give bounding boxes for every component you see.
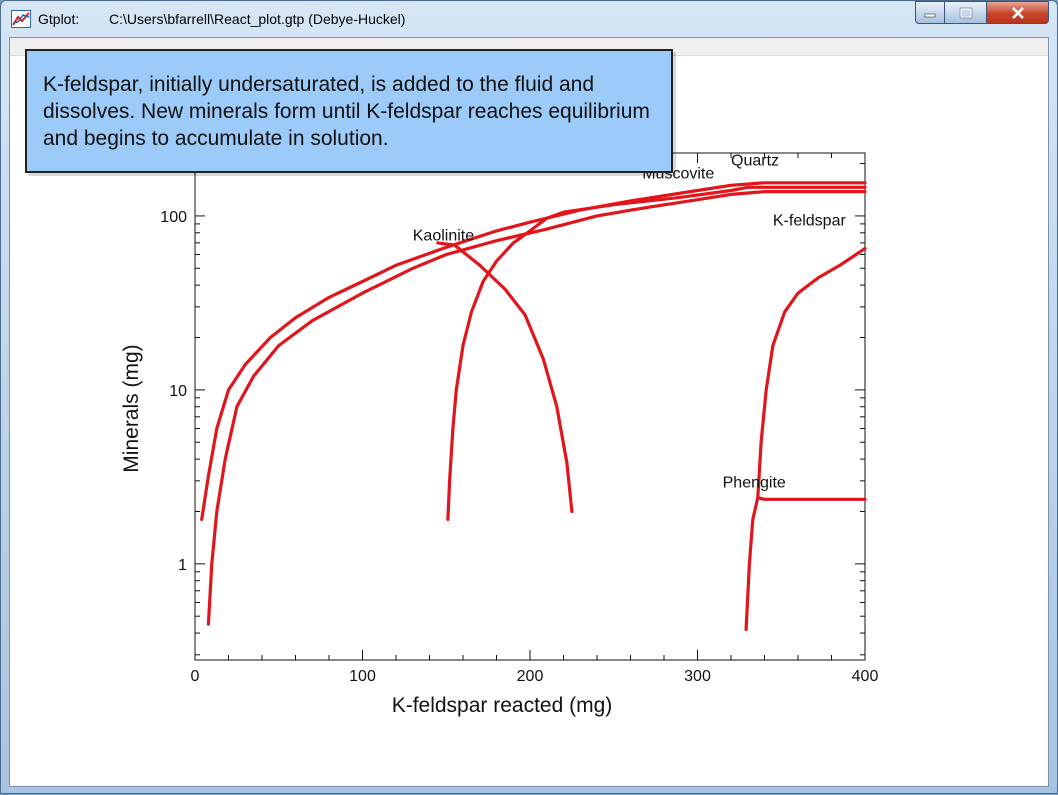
gtplot-app-icon bbox=[11, 10, 31, 28]
series-label-kaolinite: Kaolinite bbox=[413, 228, 474, 245]
series-label-k-feldspar: K-feldspar bbox=[773, 213, 847, 230]
window-app-name: Gtplot: bbox=[38, 11, 80, 27]
y-tick-label: 100 bbox=[160, 209, 187, 226]
y-tick-label: 10 bbox=[169, 383, 187, 400]
series-line-phengite bbox=[756, 496, 867, 501]
x-tick-label: 100 bbox=[349, 668, 376, 685]
minimize-icon bbox=[924, 13, 936, 17]
series-label-quartz: Quartz bbox=[731, 152, 779, 169]
minimize-button[interactable] bbox=[915, 1, 945, 24]
series-line-kaolinite bbox=[206, 190, 867, 626]
series-line-quartz bbox=[200, 181, 867, 522]
annotation-callout: K-feldspar, initially undersaturated, is… bbox=[25, 49, 673, 173]
window-title: C:\Users\bfarrell\React_plot.gtp (Debye-… bbox=[109, 11, 406, 27]
x-tick-label: 200 bbox=[517, 668, 544, 685]
series-line-k-feldspar bbox=[744, 246, 867, 632]
series-label-phengite: Phengite bbox=[723, 474, 786, 491]
title-bar[interactable]: Gtplot: C:\Users\bfarrell\React_plot.gtp… bbox=[1, 1, 1057, 37]
x-axis-title: K-feldspar reacted (mg) bbox=[392, 694, 613, 717]
close-icon bbox=[1011, 6, 1024, 19]
close-button[interactable] bbox=[987, 1, 1049, 24]
y-axis-title: Minerals (mg) bbox=[120, 344, 143, 472]
series-line-muscovite bbox=[446, 185, 867, 522]
x-tick-label: 300 bbox=[684, 668, 711, 685]
x-tick-label: 400 bbox=[852, 668, 879, 685]
y-tick-label: 1 bbox=[178, 557, 187, 574]
maximize-icon bbox=[959, 7, 972, 18]
callout-text: K-feldspar, initially undersaturated, is… bbox=[43, 73, 650, 150]
x-tick-label: 0 bbox=[191, 668, 200, 685]
series-line-unlabeled-3 bbox=[436, 241, 574, 514]
maximize-button[interactable] bbox=[945, 1, 987, 24]
